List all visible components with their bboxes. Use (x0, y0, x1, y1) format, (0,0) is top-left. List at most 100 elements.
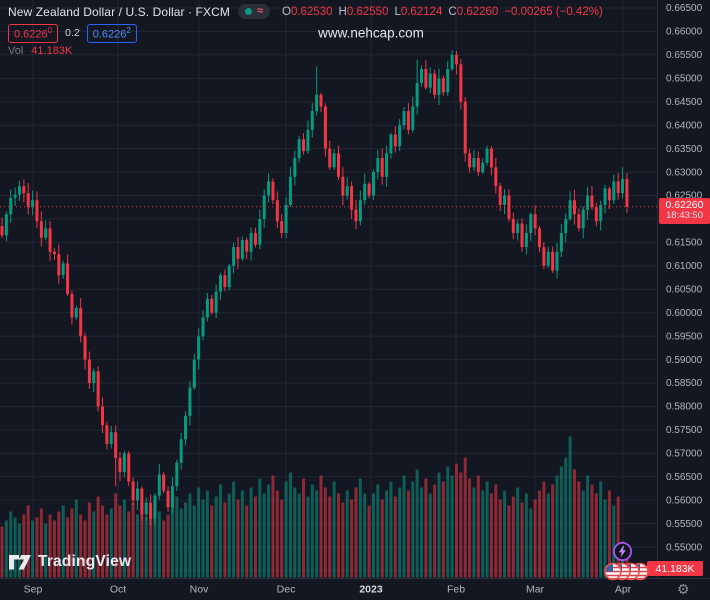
candle-body (345, 186, 349, 196)
candle-body (149, 502, 153, 519)
price-axis-tick[interactable]: 0.65500 (666, 50, 703, 61)
volume-bar (607, 490, 611, 578)
candle-body (594, 207, 598, 222)
price-axis-tick[interactable]: 0.65000 (666, 74, 703, 85)
tradingview-logo[interactable]: TradingView (8, 553, 131, 571)
price-axis-tick[interactable]: 0.58000 (666, 402, 703, 413)
price-axis-tick[interactable]: 0.59500 (666, 331, 703, 342)
candle-body (236, 247, 240, 259)
last-price-axis-label[interactable]: 0.62260 18:43:50 (659, 198, 710, 224)
time-axis-tick[interactable]: Nov (190, 584, 209, 596)
volume-bar (411, 481, 415, 578)
candle-body (101, 406, 105, 426)
market-status-pill[interactable]: ≈ (237, 4, 271, 19)
time-axis-tick[interactable]: Sep (24, 584, 43, 596)
volume-bar (507, 505, 511, 578)
price-axis-tick[interactable]: 0.60000 (666, 308, 703, 319)
candle-body (70, 293, 74, 318)
candle-body (184, 415, 188, 440)
candle-body (616, 181, 620, 194)
candle-body (35, 200, 39, 222)
volume-bar (219, 484, 222, 578)
volume-bar (415, 469, 419, 578)
price-axis-tick[interactable]: 0.56500 (666, 472, 703, 483)
candle-body (393, 134, 397, 147)
volume-bar (450, 475, 454, 578)
candle-body (61, 263, 65, 276)
price-axis-tick[interactable]: 0.64000 (666, 120, 703, 131)
price-axis-tick[interactable]: 0.66500 (666, 3, 703, 14)
candle-body (48, 228, 52, 252)
last-price-value: 0.62260 (665, 199, 704, 211)
price-axis-tick[interactable]: 0.61500 (666, 238, 703, 249)
volume-bar (398, 487, 402, 578)
price-axis-tick[interactable]: 0.60500 (666, 284, 703, 295)
candle-body (581, 209, 585, 229)
change-value: −0.00265 (−0.42%) (504, 5, 603, 18)
close-value: 0.62260 (456, 5, 499, 18)
volume-bar (577, 481, 581, 578)
symbol-legend[interactable]: New Zealand Dollar / U.S. Dollar · FXCM … (8, 4, 603, 19)
price-axis-tick[interactable]: 0.59000 (666, 355, 703, 366)
sell-bid-button[interactable]: 0.62260 (8, 24, 59, 43)
volume-bar (371, 493, 375, 578)
price-axis-tick[interactable]: 0.55500 (666, 519, 703, 530)
price-axis-tick[interactable]: 0.56000 (666, 495, 703, 506)
time-axis-tick[interactable]: Oct (110, 584, 126, 596)
candle-body (406, 111, 410, 130)
price-axis-tick[interactable]: 0.66000 (666, 27, 703, 38)
candle-body (240, 240, 244, 259)
price-axis-tick[interactable]: 0.58500 (666, 378, 703, 389)
candle-body (57, 254, 61, 276)
candle-body (175, 462, 179, 487)
price-axis-tick[interactable]: 0.57000 (666, 449, 703, 460)
time-axis-tick[interactable]: Mar (526, 584, 545, 596)
volume-bar (485, 481, 489, 578)
volume-bar (481, 490, 485, 578)
volume-bar (232, 481, 236, 578)
tradingview-logo-text: TradingView (38, 553, 132, 570)
candle-body (122, 453, 126, 473)
buy-ask-button[interactable]: 0.62262 (86, 24, 137, 43)
candle-body (31, 200, 35, 208)
economic-events-flags-icon[interactable] (604, 562, 649, 581)
volume-bar (546, 493, 550, 578)
time-axis-tick[interactable]: Feb (447, 584, 465, 596)
volume-bar (332, 481, 336, 578)
volume-bar (227, 493, 231, 578)
volume-bar (153, 499, 157, 578)
candle-body (494, 167, 498, 187)
time-axis-tick[interactable]: Dec (277, 584, 296, 596)
volume-bar (13, 517, 17, 578)
volume-bar (389, 481, 393, 578)
candle-body (52, 251, 56, 255)
volume-bar (149, 508, 153, 578)
axis-settings-gear-icon[interactable]: ⚙ (677, 581, 690, 597)
price-axis-tick[interactable]: 0.63000 (666, 167, 703, 178)
candle-body (559, 233, 563, 252)
candle-body (39, 221, 43, 238)
candle-body (367, 183, 371, 196)
time-axis-tick[interactable]: Apr (615, 584, 632, 596)
symbol-title[interactable]: New Zealand Dollar / U.S. Dollar · FXCM (8, 4, 230, 19)
volume-bar (542, 481, 546, 578)
candle-body (83, 336, 87, 360)
price-axis-tick[interactable]: 0.57500 (666, 425, 703, 436)
price-axis-tick[interactable]: 0.62500 (666, 191, 703, 202)
volume-bar (612, 505, 616, 578)
price-axis-tick[interactable]: 0.63500 (666, 144, 703, 155)
volume-bar (459, 472, 463, 578)
price-axis-tick[interactable]: 0.55000 (666, 542, 703, 553)
time-axis-tick[interactable]: 2023 (359, 584, 383, 596)
lightning-badge-icon[interactable] (612, 541, 633, 562)
volume-bar (454, 463, 458, 578)
volume-bar (210, 505, 214, 578)
price-axis-tick[interactable]: 0.64500 (666, 97, 703, 108)
volume-legend[interactable]: Vol 41.183K (8, 45, 72, 57)
price-axis-tick[interactable]: 0.61000 (666, 261, 703, 272)
volume-bar (4, 520, 8, 578)
volume-bar (568, 436, 572, 578)
volume-bar (175, 496, 179, 578)
candle-body (555, 251, 559, 271)
